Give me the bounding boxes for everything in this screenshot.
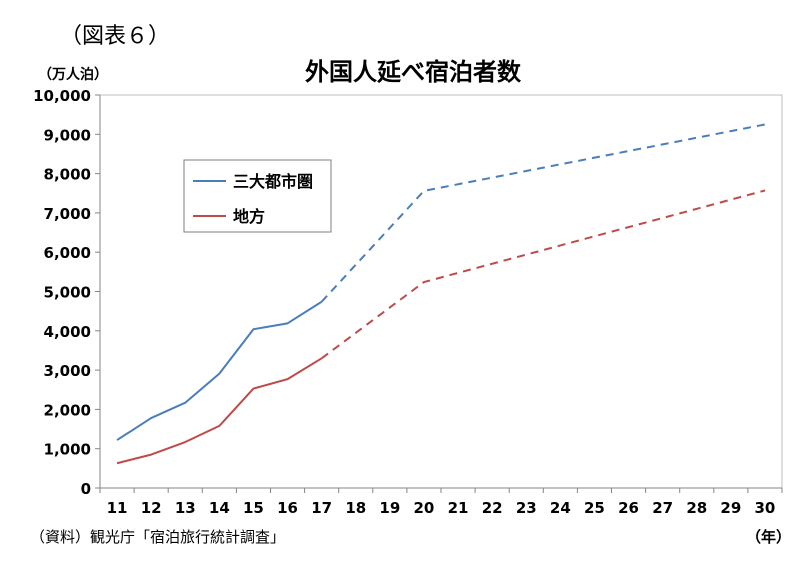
- x-tick-label: 21: [448, 499, 469, 517]
- x-axis-ticks: 11 12 13 14 15 16 17 18 19 20 21 22 23 24 25 26 27 28 29 30: [99, 488, 783, 517]
- y-tick-label: 9,000: [44, 126, 91, 144]
- x-tick-label: 26: [618, 499, 639, 517]
- series-line-actual-0: [116, 300, 323, 441]
- x-tick-label: 25: [584, 499, 605, 517]
- figure-label: （図表６）: [60, 24, 171, 49]
- legend-label-sandai-toshiken: 三大都市圏: [233, 172, 313, 191]
- y-tick-label: 5,000: [44, 284, 91, 302]
- x-tick-label: 28: [686, 499, 707, 517]
- x-axis-unit: （年）: [746, 528, 792, 546]
- legend-label-chiho: 地方: [233, 207, 265, 226]
- plot-area: [99, 94, 783, 489]
- series-line-actual-1: [116, 357, 323, 465]
- x-tick-label: 22: [482, 499, 503, 517]
- series-line-projected-1: [321, 189, 766, 360]
- x-tick-label: 11: [107, 499, 128, 517]
- x-tick-label: 19: [379, 499, 400, 517]
- y-axis-unit: （万人泊）: [38, 66, 108, 83]
- legend: 三大都市圏 地方: [183, 159, 332, 233]
- y-tick-label: 2,000: [44, 401, 91, 419]
- x-tick-label: 12: [141, 499, 162, 517]
- x-tick-label: 23: [516, 499, 537, 517]
- x-tick-label: 13: [175, 499, 196, 517]
- y-axis-ticks: 0 1,000 2,000 3,000 4,000 5,000 6,000 7,000 8,00…: [33, 87, 100, 498]
- y-tick-label: 10,000: [33, 87, 91, 105]
- x-tick-label: 16: [277, 499, 298, 517]
- y-tick-label: 1,000: [44, 441, 91, 459]
- x-tick-label: 17: [311, 499, 332, 517]
- y-tick-label: 8,000: [44, 166, 91, 184]
- x-tick-label: 29: [720, 499, 741, 517]
- y-tick-label: 3,000: [44, 362, 91, 380]
- x-tick-label: 15: [243, 499, 264, 517]
- y-tick-label: 0: [81, 480, 91, 498]
- x-tick-label: 24: [550, 499, 571, 517]
- x-tick-label: 30: [755, 499, 776, 517]
- y-tick-label: 7,000: [44, 205, 91, 223]
- chart-title: 外国人延べ宿泊者数: [305, 58, 522, 86]
- y-tick-label: 4,000: [44, 323, 91, 341]
- x-tick-label: 27: [652, 499, 673, 517]
- x-tick-label: 20: [414, 499, 435, 517]
- x-tick-label: 18: [345, 499, 366, 517]
- series-line-projected-0: [320, 123, 766, 303]
- x-tick-label: 14: [209, 499, 230, 517]
- source-note: （資料）観光庁「宿泊旅行統計調査」: [30, 528, 286, 546]
- y-tick-label: 6,000: [44, 244, 91, 262]
- legend-box: [183, 159, 332, 233]
- series-lines: [116, 123, 766, 465]
